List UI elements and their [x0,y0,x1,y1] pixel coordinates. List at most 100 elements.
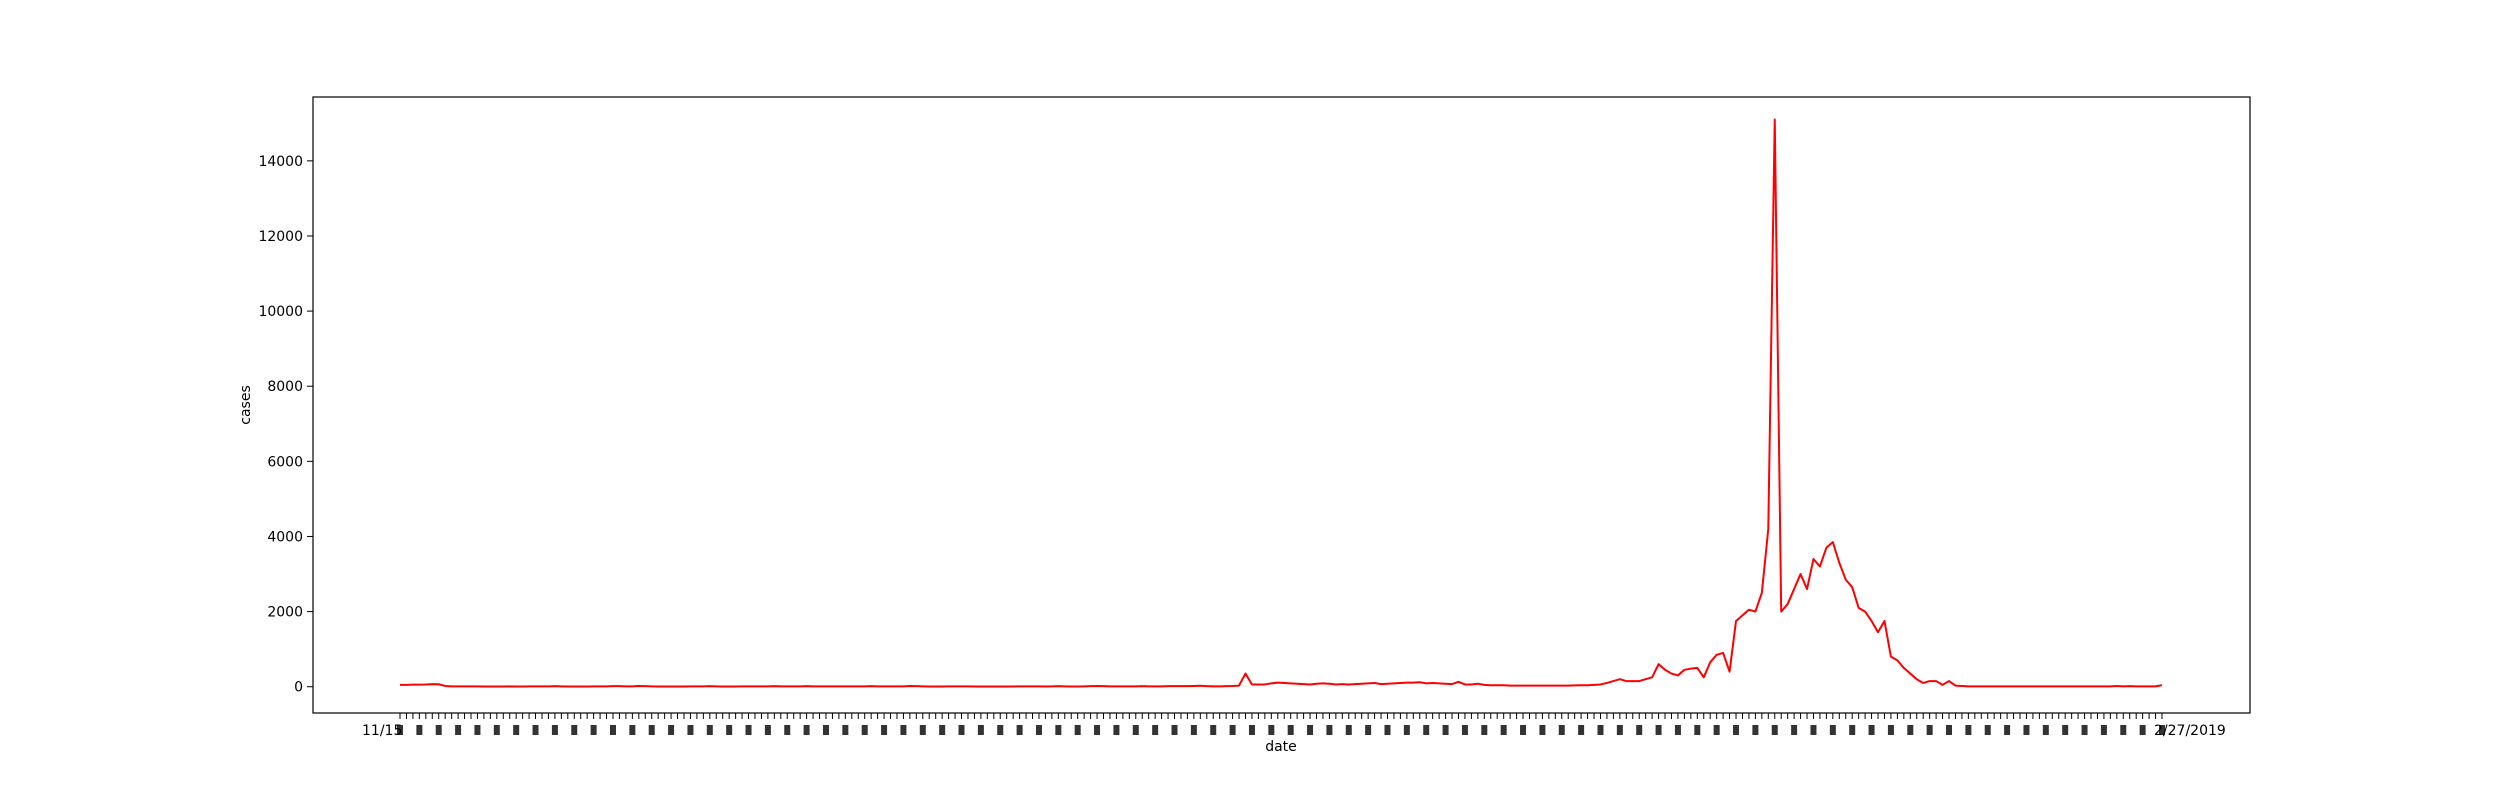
x-tick-label-glyphs [1984,725,1991,735]
x-tick-label-glyphs [764,725,771,735]
x-tick-label-glyphs [397,725,403,735]
x-tick-label-glyphs [2081,725,2088,735]
x-tick-label-glyphs [455,725,462,735]
x-tick-label-glyphs [1713,725,1720,735]
x-tick-label-glyphs [803,725,810,735]
x-tick-label-glyphs [1442,725,1449,735]
x-tick-label-glyphs [668,725,675,735]
x-tick-label-glyphs [2062,725,2069,735]
x-tick-label-glyphs [1345,725,1352,735]
y-tick-label: 0 [294,680,303,696]
x-tick-label-glyphs [1965,725,1972,735]
y-tick-label: 4000 [267,529,303,545]
x-tick-label-glyphs [532,725,539,735]
x-tick-label-glyphs [1655,725,1662,735]
x-tick-label-glyphs [1016,725,1023,735]
x-tick-label-glyphs [1752,725,1759,735]
x-tick-label-glyphs [1771,725,1778,735]
x-tick-label-glyphs [1926,725,1933,735]
plot-frame [312,96,2251,714]
x-tick-label-glyphs [958,725,965,735]
plot-area [313,97,2250,713]
x-tick-label-last: 2/27/2019 [2154,723,2226,739]
y-axis-label: cases [238,385,254,424]
x-tick-label-glyphs [2100,725,2107,735]
x-tick-label-glyphs [2004,725,2011,735]
y-tick-label: 2000 [267,605,303,621]
x-tick-label-glyphs [2023,725,2030,735]
x-tick-label-glyphs [513,725,520,735]
x-tick-label-glyphs [1694,725,1701,735]
y-tick-label: 10000 [258,304,303,320]
x-tick-label-glyphs [706,725,713,735]
x-tick-label-glyphs [416,725,423,735]
x-tick-label-glyphs [435,725,442,735]
x-tick-label-glyphs [1307,725,1314,735]
x-tick-label-glyphs [2120,725,2127,735]
y-tick-label: 6000 [267,454,303,470]
x-tick-label-glyphs [648,725,655,735]
x-tick-label-glyphs [881,725,888,735]
x-tick-label-glyphs [1365,725,1372,735]
x-tick-label-glyphs [629,725,636,735]
y-tick-label: 14000 [258,154,303,170]
x-tick-label-glyphs [1887,725,1894,735]
x-tick-label-glyphs [822,725,829,735]
x-tick-label-first: 11/15 [362,723,402,739]
x-tick-label-glyphs [1055,725,1062,735]
x-tick-label-glyphs [1461,725,1468,735]
x-tick-label-glyphs [1481,725,1488,735]
x-tick-label-glyphs [1403,725,1410,735]
x-tick-label-glyphs [1229,725,1236,735]
x-tick-label-glyphs [571,725,578,735]
x-tick-label-glyphs [590,725,597,735]
x-tick-label-glyphs [1384,725,1391,735]
x-tick-label-glyphs [997,725,1004,735]
x-tick-label-glyphs [1210,725,1217,735]
x-tick-label-glyphs [687,725,694,735]
x-tick-label-glyphs [842,725,849,735]
x-tick-label-glyphs [1132,725,1139,735]
x-tick-label-band [397,725,2165,735]
x-tick-label-glyphs [1616,725,1623,735]
x-tick-label-glyphs [1248,725,1255,735]
x-tick-label-glyphs [1578,725,1585,735]
x-tick-label-glyphs [939,725,946,735]
x-tick-label-glyphs [784,725,791,735]
x-tick-label-glyphs [1849,725,1856,735]
x-tick-label-glyphs [900,725,907,735]
x-tick-label-glyphs [1423,725,1430,735]
x-tick-label-glyphs [1500,725,1507,735]
x-tick-label-glyphs [861,725,868,735]
x-tick-label-glyphs [1636,725,1643,735]
x-tick-label-glyphs [745,725,752,735]
x-tick-label-glyphs [1326,725,1333,735]
y-axis-ticks: 0 2000 4000 6000 8000 10000 12000 14000 [258,154,313,696]
y-tick-label: 12000 [258,229,303,245]
x-tick-label-glyphs [1558,725,1565,735]
x-tick-label-glyphs [1035,725,1042,735]
x-tick-label-glyphs [551,725,558,735]
x-tick-label-glyphs [1674,725,1681,735]
x-tick-label-glyphs [1074,725,1081,735]
x-tick-label-glyphs [1868,725,1875,735]
x-tick-label-glyphs [1829,725,1836,735]
x-tick-label-glyphs [1171,725,1178,735]
x-tick-label-glyphs [1113,725,1120,735]
x-tick-label-glyphs [1094,725,1101,735]
x-tick-label-glyphs [1597,725,1604,735]
x-tick-label-glyphs [2159,725,2165,735]
series-layer [400,118,2163,688]
x-tick-label-glyphs [1287,725,1294,735]
x-tick-label-glyphs [1520,725,1527,735]
x-tick-label-glyphs [2042,725,2049,735]
x-tick-label-glyphs [919,725,926,735]
x-axis-ticks: 11/15 2/27/2019 [362,713,2226,739]
y-tick-label: 8000 [267,379,303,395]
x-tick-label-glyphs [2139,725,2146,735]
x-tick-label-glyphs [1152,725,1159,735]
x-tick-label-glyphs [1791,725,1798,735]
x-tick-label-glyphs [1907,725,1914,735]
x-tick-label-glyphs [1190,725,1197,735]
x-tick-label-glyphs [1733,725,1740,735]
